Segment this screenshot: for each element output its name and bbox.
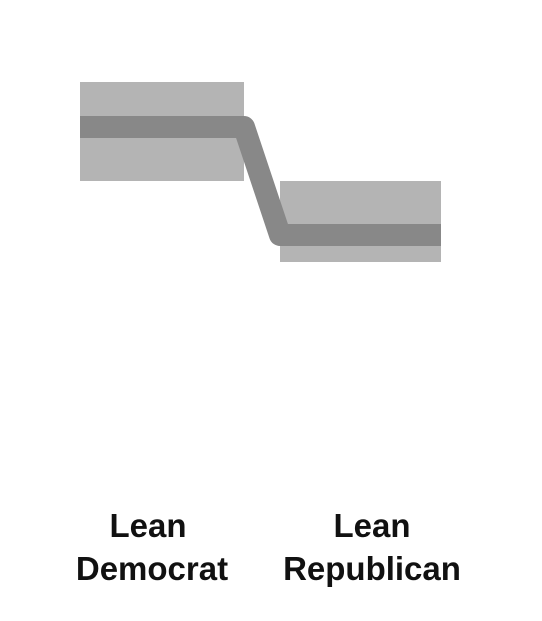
category-label-rep-line1: Lean xyxy=(333,507,410,544)
category-label-dem-line2: Democrat xyxy=(76,550,228,587)
category-label-rep-line2: Republican xyxy=(283,550,461,587)
category-label-dem-line1: Lean xyxy=(109,507,186,544)
category-labels: Lean Democrat Lean Republican xyxy=(76,507,461,587)
series-lines xyxy=(80,116,441,246)
range-band-rep xyxy=(280,181,441,262)
